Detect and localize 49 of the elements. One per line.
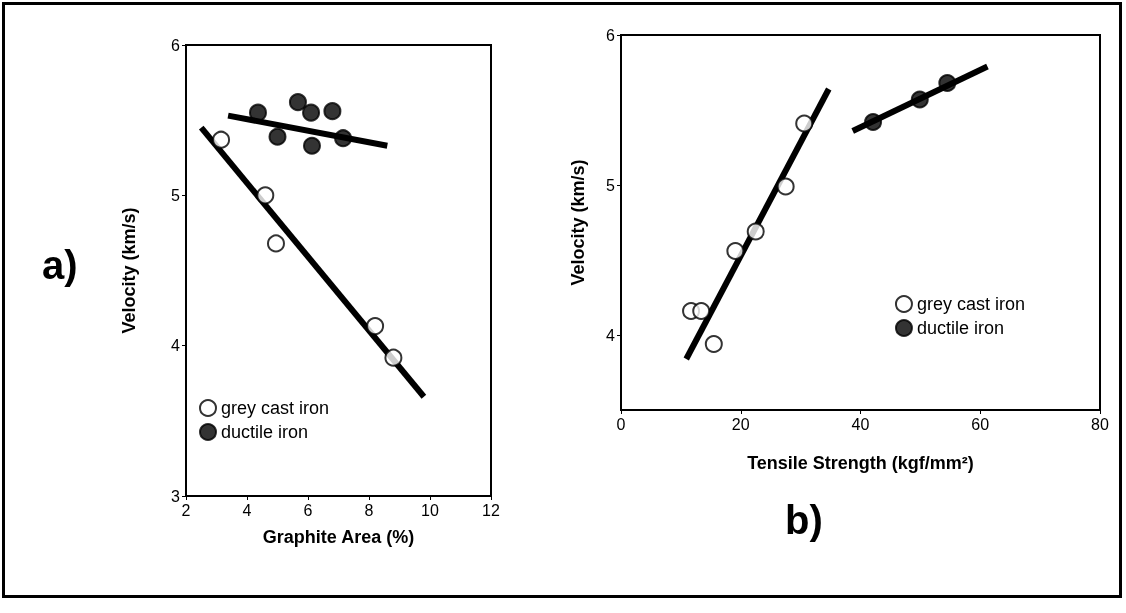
x-tick-label: 10 <box>421 501 439 519</box>
point <box>704 335 723 353</box>
text: b) <box>785 498 823 542</box>
point <box>692 302 711 320</box>
x-tick-label: 8 <box>364 501 374 519</box>
point <box>302 103 321 122</box>
point <box>268 127 287 146</box>
point <box>256 186 275 205</box>
legend-label: ductile iron <box>221 422 309 442</box>
y-tick-label: 4 <box>606 326 616 344</box>
point <box>212 130 231 149</box>
point <box>266 234 285 253</box>
x-tick-label: 2 <box>181 501 191 519</box>
x-tick-label: 80 <box>1091 415 1109 433</box>
y-tick-label: 6 <box>606 26 616 44</box>
x-tick-label: 0 <box>616 415 626 433</box>
legend-label: grey cast iron <box>221 398 330 418</box>
y-axis-title: Velocity (km/s) <box>568 159 588 286</box>
x-tick-label: 40 <box>851 415 870 433</box>
y-tick-label: 5 <box>606 176 616 194</box>
y-tick-label: 4 <box>171 337 181 355</box>
point <box>384 348 403 367</box>
point <box>910 90 929 109</box>
legend-label: ductile iron <box>916 318 1004 338</box>
point <box>334 129 353 148</box>
point <box>938 74 957 92</box>
x-axis-title: Tensile Strength (kgf/mm²) <box>747 453 974 473</box>
y-tick-label: 3 <box>171 487 181 505</box>
y-tick-label: 6 <box>171 36 181 54</box>
legend-label: grey cast iron <box>916 294 1025 314</box>
x-tick-label: 6 <box>303 501 313 519</box>
x-tick-label: 12 <box>482 501 500 519</box>
point <box>288 93 307 112</box>
point <box>795 114 814 133</box>
x-axis-title: Graphite Area (%) <box>262 527 415 547</box>
point <box>746 222 765 241</box>
y-axis-title: Velocity (km/s) <box>119 207 139 334</box>
x-tick-label: 20 <box>731 415 750 433</box>
point <box>323 102 342 121</box>
point <box>249 103 267 122</box>
x-tick-label: 60 <box>971 415 990 433</box>
point <box>726 242 745 260</box>
point <box>776 177 795 196</box>
text: a) <box>42 243 78 287</box>
point <box>366 317 385 336</box>
point <box>864 113 883 131</box>
y-tick-label: 5 <box>171 186 181 204</box>
point <box>302 136 321 155</box>
x-tick-label: 4 <box>242 501 252 519</box>
